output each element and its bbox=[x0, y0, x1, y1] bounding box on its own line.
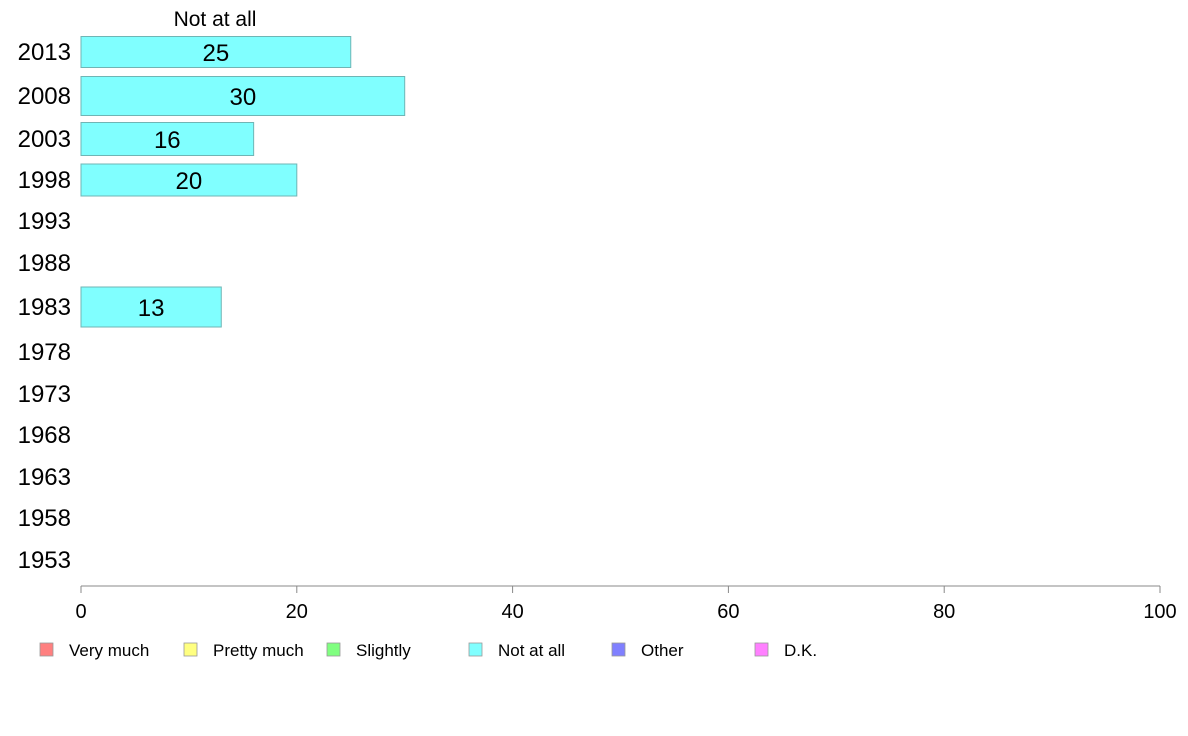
legend-item: Not at all bbox=[468, 641, 565, 660]
bar-value-label: 13 bbox=[138, 295, 165, 322]
bar-row: 2003 16 bbox=[18, 122, 255, 156]
bar bbox=[80, 36, 352, 68]
legend-item: Pretty much bbox=[183, 641, 304, 660]
year-label: 2003 bbox=[18, 126, 71, 153]
year-label: 1968 bbox=[18, 422, 71, 449]
bar-row: 1978 bbox=[18, 339, 71, 366]
legend-swatch bbox=[611, 642, 626, 657]
bar-row: 1963 bbox=[18, 464, 71, 491]
bar bbox=[80, 163, 298, 197]
bar-row: 1953 bbox=[18, 547, 71, 574]
bar-value-label: 16 bbox=[154, 127, 181, 154]
legend-label: Not at all bbox=[498, 641, 565, 660]
bar-row: 1973 bbox=[18, 381, 71, 408]
legend-label: D.K. bbox=[784, 641, 817, 660]
legend-swatch bbox=[39, 642, 54, 657]
bar-value-label: 30 bbox=[229, 84, 256, 111]
bar-row: 1983 13 bbox=[18, 286, 222, 328]
year-label: 1973 bbox=[18, 381, 71, 408]
year-label: 1983 bbox=[18, 294, 71, 321]
legend-label: Other bbox=[641, 641, 684, 660]
year-label: 1958 bbox=[18, 505, 71, 532]
bar-value-label: 20 bbox=[176, 168, 203, 195]
bar bbox=[80, 122, 255, 156]
legend-item: Slightly bbox=[326, 641, 411, 660]
legend: Very much Pretty much Slightly Not at all Ot… bbox=[39, 641, 817, 660]
year-label: 1978 bbox=[18, 339, 71, 366]
x-tick-label: 100 bbox=[1143, 601, 1176, 623]
bar-row: 2013 25 bbox=[18, 36, 352, 68]
legend-swatch bbox=[183, 642, 198, 657]
bar bbox=[80, 76, 406, 116]
bar-value-label: 25 bbox=[203, 40, 230, 67]
bar-row: 2008 30 bbox=[18, 76, 406, 116]
legend-label: Slightly bbox=[356, 641, 411, 660]
year-label: 1988 bbox=[18, 250, 71, 277]
year-label: 2008 bbox=[18, 83, 71, 110]
x-tick-label: 80 bbox=[933, 601, 955, 623]
legend-label: Very much bbox=[69, 641, 149, 660]
legend-swatch bbox=[326, 642, 341, 657]
legend-label: Pretty much bbox=[213, 641, 304, 660]
x-tick-label: 40 bbox=[501, 601, 523, 623]
bar-row: 1988 bbox=[18, 250, 71, 277]
bar-row: 1968 bbox=[18, 422, 71, 449]
legend-item: Very much bbox=[39, 641, 149, 660]
x-axis: 0 20 40 60 80 100 bbox=[75, 585, 1177, 623]
year-label: 2013 bbox=[18, 39, 71, 66]
legend-item: Other bbox=[611, 641, 684, 660]
series-title: Not at all bbox=[174, 8, 257, 31]
legend-swatch bbox=[468, 642, 483, 657]
legend-swatch bbox=[754, 642, 769, 657]
year-label: 1963 bbox=[18, 464, 71, 491]
bar bbox=[80, 286, 222, 328]
year-label: 1998 bbox=[18, 167, 71, 194]
legend-item: D.K. bbox=[754, 641, 817, 660]
bar-row: 1993 bbox=[18, 208, 71, 235]
year-label: 1953 bbox=[18, 547, 71, 574]
x-tick-label: 20 bbox=[286, 601, 308, 623]
year-label: 1993 bbox=[18, 208, 71, 235]
bar-row: 1958 bbox=[18, 505, 71, 532]
x-tick-label: 0 bbox=[75, 601, 86, 623]
bar-row: 1998 20 bbox=[18, 163, 298, 197]
x-tick-label: 60 bbox=[717, 601, 739, 623]
